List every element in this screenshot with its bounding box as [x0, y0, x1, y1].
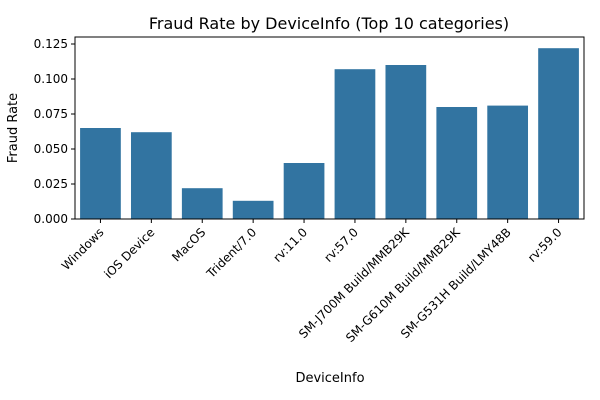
bar: [538, 48, 579, 220]
x-tick-label: rv:11.0: [270, 225, 310, 265]
bar: [487, 105, 529, 219]
bar: [80, 128, 121, 219]
y-tick-label: 0.075: [34, 107, 68, 121]
x-tick-label: rv:57.0: [321, 225, 361, 265]
bar: [232, 200, 274, 219]
bar: [385, 65, 427, 219]
x-tick-label: MacOS: [169, 225, 208, 264]
x-tick-label: Windows: [59, 225, 107, 273]
x-tick-label: Trident/7.0: [203, 225, 259, 281]
x-tick-label: rv:59.0: [525, 225, 565, 265]
y-tick-label: 0.125: [34, 37, 68, 51]
x-tick-label: iOS Device: [101, 225, 157, 281]
bar: [283, 163, 325, 219]
plot-frame: [74, 36, 585, 220]
chart-title: Fraud Rate by DeviceInfo (Top 10 categor…: [149, 14, 509, 33]
bars-group: [80, 48, 579, 220]
y-tick-label: 0.025: [34, 177, 68, 191]
x-axis-label: DeviceInfo: [295, 371, 364, 386]
bar: [334, 69, 376, 219]
bar: [436, 107, 478, 219]
x-tick-label: SM-G531H Build/LMY48B: [398, 225, 514, 341]
y-tick-label: 0.050: [34, 142, 68, 156]
y-tick-label: 0.100: [34, 72, 68, 86]
bar: [181, 188, 223, 219]
y-axis-label: Fraud Rate: [6, 93, 21, 163]
y-tick-label: 0.000: [34, 212, 68, 226]
bar: [130, 132, 172, 219]
y-axis-ticks: 0.000 0.025 0.050 0.075 0.100 0.125: [34, 37, 75, 226]
